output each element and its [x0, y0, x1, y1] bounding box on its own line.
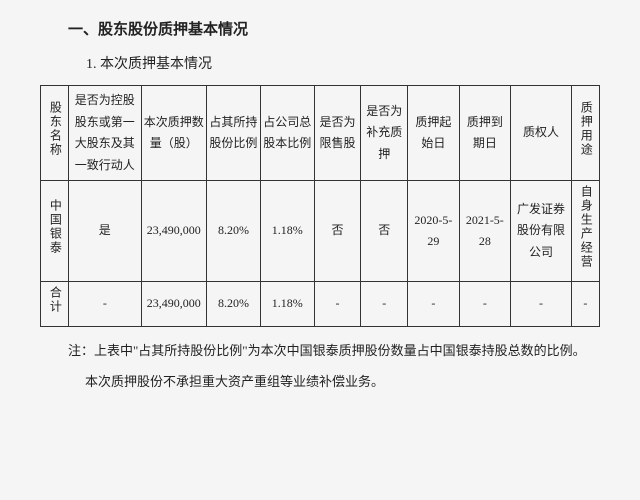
cell-pledge-qty: 23,490,000 — [141, 181, 206, 282]
cell-restricted: 否 — [314, 181, 361, 282]
header-shareholder-name: 股东名称 — [41, 86, 69, 181]
section-heading-2: 1. 本次质押基本情况 — [40, 53, 600, 73]
cell-total-ratio: 1.18% — [260, 181, 314, 282]
header-end-date: 质押到期日 — [459, 86, 510, 181]
table-header-row: 股东名称 是否为控股股东或第一大股东及其一致行动人 本次质押数量（股） 占其所持… — [41, 86, 600, 181]
cell-start-date: 2020-5-29 — [408, 181, 459, 282]
cell: 23,490,000 — [141, 281, 206, 326]
table-row: 中国银泰 是 23,490,000 8.20% 1.18% 否 否 2020-5… — [41, 181, 600, 282]
pledge-table: 股东名称 是否为控股股东或第一大股东及其一致行动人 本次质押数量（股） 占其所持… — [40, 85, 600, 327]
table-row-total: 合计 - 23,490,000 8.20% 1.18% - - - - - - — [41, 281, 600, 326]
cell: - — [314, 281, 361, 326]
cell-total-label: 合计 — [41, 281, 69, 326]
cell: - — [361, 281, 408, 326]
cell: - — [69, 281, 142, 326]
header-restricted: 是否为限售股 — [314, 86, 361, 181]
section-heading-1: 一、股东股份质押基本情况 — [40, 18, 600, 39]
cell-holding-ratio: 8.20% — [207, 181, 261, 282]
cell-supplementary: 否 — [361, 181, 408, 282]
header-total-ratio: 占公司总股本比例 — [260, 86, 314, 181]
header-purpose: 质押用途 — [571, 86, 599, 181]
header-start-date: 质押起始日 — [408, 86, 459, 181]
header-pledge-qty: 本次质押数量（股） — [141, 86, 206, 181]
header-is-controlling: 是否为控股股东或第一大股东及其一致行动人 — [69, 86, 142, 181]
header-holding-ratio: 占其所持股份比例 — [207, 86, 261, 181]
cell-purpose: 自身生产经营 — [571, 181, 599, 282]
cell: 8.20% — [207, 281, 261, 326]
cell: - — [571, 281, 599, 326]
cell: - — [459, 281, 510, 326]
cell-end-date: 2021-5-28 — [459, 181, 510, 282]
cell-shareholder-name: 中国银泰 — [41, 181, 69, 282]
cell: - — [408, 281, 459, 326]
cell: 1.18% — [260, 281, 314, 326]
footnote-1: 注：上表中"占其所持股份比例"为本次中国银泰质押股份数量占中国银泰持股总数的比例… — [40, 341, 600, 362]
cell: - — [511, 281, 572, 326]
footnote-2: 本次质押股份不承担重大资产重组等业绩补偿业务。 — [40, 371, 600, 390]
cell-is-controlling: 是 — [69, 181, 142, 282]
cell-pledgee: 广发证券股份有限公司 — [511, 181, 572, 282]
header-supplementary: 是否为补充质押 — [361, 86, 408, 181]
header-pledgee: 质权人 — [511, 86, 572, 181]
